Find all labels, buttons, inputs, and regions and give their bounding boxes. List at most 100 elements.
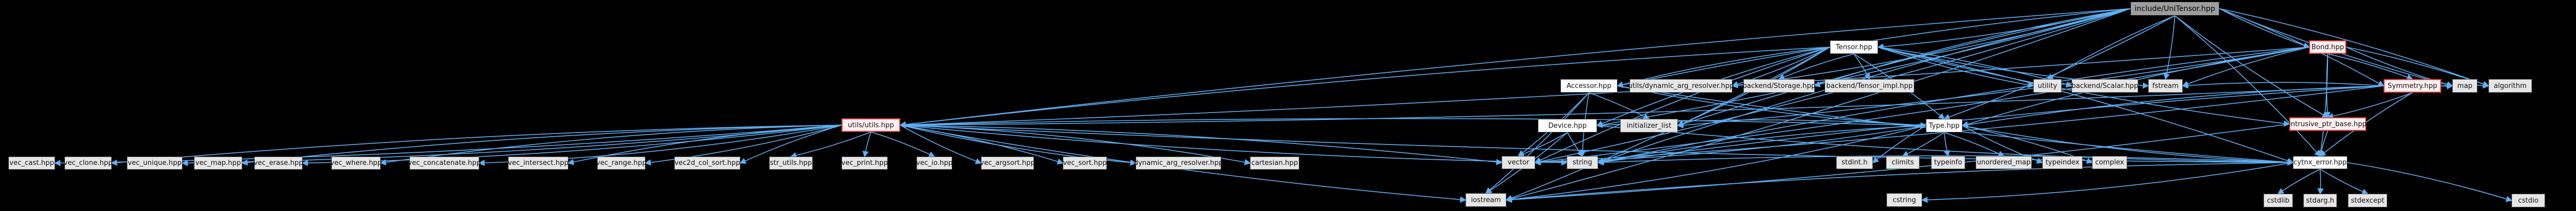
edge-bond-to-init_list bbox=[1677, 47, 2310, 129]
edge-bond-to-intrusive bbox=[2324, 53, 2331, 118]
node-climits: climits bbox=[1886, 156, 1920, 169]
edge-utils-to-str_utils bbox=[790, 131, 871, 159]
edge-symmetry-to-utils bbox=[899, 85, 2384, 128]
node-stdint_h: stdint.h bbox=[1836, 156, 1873, 169]
edge-root-to-cytnx_error bbox=[2174, 15, 2321, 157]
edge-utils-to-type bbox=[900, 118, 1927, 129]
node-vec_io: vec_io.hpp bbox=[916, 157, 953, 170]
node-vec_print: vec_print.hpp bbox=[842, 157, 888, 170]
node-tensor_impl: backend/Tensor_impl.hpp bbox=[1825, 79, 1914, 93]
node-bond[interactable]: Bond.hpp bbox=[2309, 40, 2346, 54]
edge-device-to-vector bbox=[1517, 132, 1568, 157]
node-typeindex: typeindex bbox=[2042, 156, 2083, 169]
edge-utils-to-vec_intersect bbox=[567, 125, 842, 165]
node-vec_argsort: vec_argsort.hpp bbox=[980, 157, 1035, 170]
node-cstdio: cstdio bbox=[2512, 194, 2545, 207]
edge-type-to-typeinfo bbox=[1944, 132, 1950, 157]
node-tensor[interactable]: Tensor.hpp bbox=[1830, 40, 1878, 54]
edge-utils-to-vec_clone bbox=[111, 125, 842, 166]
node-scalar: backend/Scalar.hpp bbox=[2072, 79, 2138, 93]
edge-accessor-to-init_list bbox=[1589, 92, 1650, 119]
edge-utils-to-vec2d_col_sort bbox=[739, 125, 842, 164]
node-vec2d_col_sort: vec2d_col_sort.hpp bbox=[674, 157, 740, 170]
node-intrusive[interactable]: intrusive_ptr_base.hpp bbox=[2289, 117, 2367, 131]
node-vec_clone: vec_clone.hpp bbox=[63, 157, 113, 170]
edge-utils-to-vec_argsort bbox=[900, 125, 982, 164]
edge-type-to-typeindex bbox=[1962, 125, 2043, 164]
edge-root-to-init_list bbox=[1677, 8, 2131, 127]
node-cytnx_error[interactable]: cytnx_error.hpp bbox=[2293, 156, 2347, 169]
node-utility: utility bbox=[2033, 79, 2062, 93]
edge-tensor-to-utility bbox=[1878, 47, 2034, 88]
edge-root-to-type bbox=[1943, 15, 2175, 120]
node-vec_erase: vec_erase.hpp bbox=[254, 157, 303, 170]
node-vector: vector bbox=[1502, 156, 1535, 169]
node-utils[interactable]: utils/utils.hpp bbox=[842, 118, 900, 132]
edge-root-to-intrusive bbox=[2174, 15, 2329, 118]
node-fstream: fstream bbox=[2148, 79, 2183, 93]
node-cartesian: cartesian.hpp bbox=[1250, 157, 1299, 170]
edge-tensor-to-utils bbox=[899, 47, 1830, 128]
edge-bond-to-utils bbox=[899, 47, 2310, 128]
node-stdexcept: stdexcept bbox=[2348, 194, 2387, 207]
node-algorithm: algorithm bbox=[2488, 79, 2532, 93]
node-vec_where: vec_where.hpp bbox=[330, 157, 382, 170]
edge-root-to-algorithm bbox=[2219, 8, 2489, 87]
node-device[interactable]: Device.hpp bbox=[1538, 119, 1597, 132]
edge-type-to-climits bbox=[1902, 132, 1945, 157]
node-str_utils: str_utils.hpp bbox=[769, 157, 813, 170]
node-dyn2: utils/dynamic_arg_resolver.hpp bbox=[1628, 79, 1734, 93]
edge-bond-to-vector bbox=[1534, 47, 2310, 165]
node-vec_concatenate: vec_concatenate.hpp bbox=[408, 157, 481, 170]
node-vec_unique: vec_unique.hpp bbox=[127, 157, 182, 170]
node-root[interactable]: include/UniTensor.hpp bbox=[2130, 2, 2219, 16]
edge-intrusive-to-cytnx_error bbox=[2318, 130, 2329, 157]
edge-utils-to-vector bbox=[900, 125, 1503, 165]
edge-accessor-to-iostream bbox=[1485, 92, 1590, 194]
edge-symmetry-to-string bbox=[1597, 85, 2384, 165]
edge-root-to-utils bbox=[899, 8, 2131, 128]
edge-symmetry-to-fstream bbox=[2182, 82, 2384, 89]
node-cstring: cstring bbox=[1887, 193, 1922, 207]
edge-root-to-tensor bbox=[1877, 8, 2131, 50]
edge-bond-to-fstream bbox=[2182, 47, 2310, 87]
node-complex: complex bbox=[2092, 156, 2127, 169]
edge-bond-to-cytnx_error bbox=[2318, 53, 2329, 157]
node-iostream: iostream bbox=[1465, 193, 1506, 207]
node-map: map bbox=[2452, 79, 2477, 93]
edge-utils-to-vec_range bbox=[644, 125, 842, 166]
edge-cytnx_error-to-iostream bbox=[1505, 162, 2293, 203]
node-init_list: initializer_list bbox=[1620, 119, 1678, 132]
edge-root-to-bond bbox=[2219, 8, 2310, 49]
node-vec_sort: vec_sort.hpp bbox=[1063, 157, 1107, 170]
edge-type-to-cytnx_error bbox=[1962, 125, 2294, 166]
edge-bond-to-symmetry bbox=[2327, 53, 2413, 81]
edge-root-to-iostream bbox=[1505, 8, 2131, 202]
node-vec_map: vec_map.hpp bbox=[194, 157, 242, 170]
edge-type-to-unordered_map bbox=[1944, 132, 2005, 157]
edge-root-to-dyn2 bbox=[1731, 8, 2131, 88]
edge-tensor-to-storage bbox=[1778, 53, 1855, 80]
edge-utils-to-vec_print bbox=[862, 131, 871, 158]
edge-cytnx_error-to-cstring bbox=[1921, 162, 2293, 203]
node-storage: backend/Storage.hpp bbox=[1742, 79, 1816, 93]
edge-cytnx_error-to-string bbox=[1597, 155, 2293, 166]
node-symmetry[interactable]: Symmetry.hpp bbox=[2384, 79, 2441, 93]
node-unordered_map: unordered_map bbox=[1976, 156, 2032, 169]
edge-cytnx_error-to-cstdio bbox=[2347, 162, 2513, 202]
node-dyn_resolver: dynamic_arg_resolver.hpp bbox=[1134, 157, 1223, 170]
edge-tensor-to-accessor bbox=[1616, 47, 1830, 88]
edge-tensor-to-tensor_impl bbox=[1853, 53, 1870, 80]
edge-utils-to-string bbox=[900, 125, 1568, 166]
edge-symmetry-to-type bbox=[1961, 85, 2384, 128]
node-accessor[interactable]: Accessor.hpp bbox=[1560, 79, 1618, 93]
edge-cytnx_error-to-cstdlib bbox=[2277, 169, 2321, 195]
edge-utils-to-vec_where bbox=[380, 125, 842, 166]
edge-symmetry-to-intrusive bbox=[2326, 92, 2413, 119]
node-typeinfo: typeinfo bbox=[1931, 156, 1965, 169]
node-vec_intersect: vec_intersect.hpp bbox=[508, 157, 568, 170]
edge-device-to-string bbox=[1567, 132, 1583, 157]
edge-type-to-string bbox=[1597, 125, 1926, 165]
node-type[interactable]: Type.hpp bbox=[1926, 119, 1963, 132]
